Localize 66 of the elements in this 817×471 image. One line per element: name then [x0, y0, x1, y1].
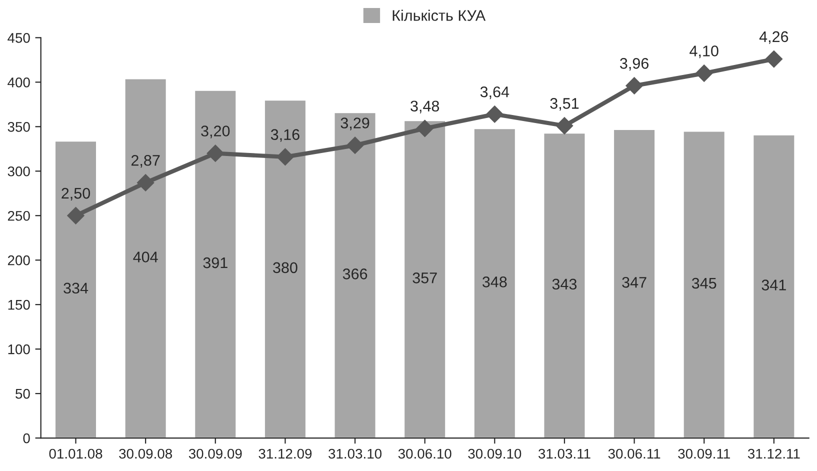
point — [486, 106, 504, 123]
data-label: 391 — [203, 257, 228, 268]
y-tick-label: 300 — [8, 166, 30, 176]
data-label: 357 — [412, 272, 437, 284]
data-label: 3,20 — [201, 126, 230, 138]
point — [67, 207, 84, 224]
x-tick-label: 30.06.10 — [398, 448, 452, 459]
bar — [682, 130, 726, 438]
legend-label: Кількість КУА — [392, 10, 486, 21]
x-tick-label: 31.12.11 — [748, 448, 800, 459]
x-tick-label: 31.12.09 — [258, 448, 312, 459]
data-label: 4,10 — [690, 46, 718, 58]
y-tick-label: 450 — [8, 33, 30, 43]
point — [206, 144, 224, 162]
data-label: 334 — [64, 282, 88, 294]
x-tick-label: 30.09.10 — [468, 448, 522, 459]
y-tick-label: 400 — [8, 78, 30, 88]
point — [416, 120, 434, 137]
point — [765, 50, 782, 68]
bar — [612, 128, 656, 438]
data-label: 345 — [692, 278, 716, 289]
point — [696, 64, 713, 82]
data-label: 3,96 — [620, 58, 648, 71]
bar — [124, 78, 168, 438]
data-label: 2,87 — [131, 154, 160, 168]
x-tick-label: 30.09.09 — [188, 448, 242, 459]
y-tick-label: 150 — [8, 300, 30, 310]
point — [276, 148, 294, 166]
data-label: 3,29 — [340, 118, 370, 130]
data-label: 343 — [552, 278, 577, 290]
x-tick-label: 30.06.11 — [608, 448, 660, 459]
y-tick-label: 100 — [8, 344, 30, 354]
x-tick-label: 30.09.11 — [678, 448, 730, 459]
x-tick-label: 31.03.10 — [328, 448, 382, 459]
data-label: 347 — [622, 276, 646, 288]
point — [556, 117, 574, 134]
y-tick-label: 200 — [8, 255, 30, 266]
data-label: 404 — [133, 252, 158, 262]
y-tick-label: 0 — [23, 433, 30, 444]
x-tick-label: 30.09.08 — [119, 448, 172, 459]
point — [346, 136, 364, 154]
data-label: 2,50 — [62, 188, 90, 201]
data-label: 3,51 — [550, 98, 579, 111]
bar — [542, 132, 586, 438]
x-tick-label: 01.01.08 — [49, 448, 102, 459]
bar — [473, 128, 516, 438]
point — [626, 77, 643, 94]
data-label: 3,16 — [270, 129, 300, 142]
bar — [752, 134, 796, 438]
bar — [54, 140, 98, 438]
x-tick-label: 31.03.11 — [538, 448, 590, 459]
data-label: 380 — [273, 262, 298, 274]
data-label: 341 — [762, 280, 786, 290]
point — [137, 174, 154, 192]
y-tick-label: 250 — [8, 210, 30, 221]
bar — [264, 99, 307, 438]
y-tick-label: 350 — [8, 122, 30, 132]
bar — [194, 89, 238, 438]
data-label: 4,26 — [759, 31, 788, 44]
data-label: 3,48 — [410, 100, 440, 114]
data-label: 348 — [482, 276, 507, 288]
y-tick-label: 50 — [16, 388, 30, 399]
data-label: 3,64 — [480, 86, 510, 100]
bar — [403, 120, 446, 438]
data-label: 366 — [342, 268, 368, 280]
bar — [333, 112, 377, 438]
